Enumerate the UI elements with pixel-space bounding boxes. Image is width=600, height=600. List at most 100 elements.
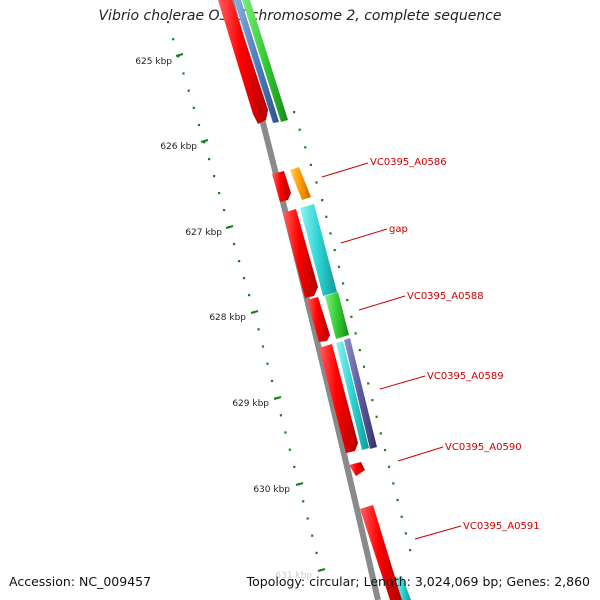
scale-dot [371, 399, 374, 402]
tick-label: 630 kbp [253, 485, 290, 495]
scale-dot [243, 277, 246, 280]
scale-dot [388, 465, 391, 468]
accession-label: Accession: NC_009457 [9, 574, 152, 589]
cds-feature [272, 171, 291, 202]
scale-dot [309, 163, 312, 166]
scale-dot [315, 551, 318, 554]
blue-feature-top [234, 0, 279, 123]
scale-dot [248, 294, 251, 297]
scale-dot [346, 299, 349, 302]
cyan-feature [395, 576, 411, 600]
scale-dot [329, 232, 332, 235]
scale-dot [218, 192, 221, 195]
scale-dots-outer [293, 111, 412, 552]
scale-dots [167, 21, 323, 572]
feature-label: VC0395_A0586 [370, 157, 447, 168]
tick-label: 631 kbp [275, 571, 312, 581]
scale-dot [197, 123, 201, 127]
scale-dot [404, 532, 407, 535]
scale-dot [238, 260, 241, 263]
label-leader-line [397, 446, 444, 462]
scale-dot [409, 549, 412, 552]
feature-label: gap [389, 224, 408, 235]
scale-dot [293, 465, 296, 468]
tick-mark [175, 53, 184, 57]
label-leader-line [358, 295, 406, 311]
scale-dot [367, 382, 370, 385]
scale-dot [223, 209, 226, 212]
orange-feature [290, 167, 311, 200]
cds-feature [283, 209, 318, 298]
scale-ticks [175, 53, 326, 572]
scale-dot [279, 414, 282, 417]
label-leader-line [414, 525, 462, 540]
scale-dot [350, 315, 353, 318]
scale-dot [270, 379, 274, 382]
scale-dot [306, 517, 309, 520]
scale-dot [213, 175, 216, 178]
scale-dot [396, 499, 399, 502]
scale-dot [337, 265, 340, 268]
tick-mark [273, 396, 282, 400]
tick-label: 625 kbp [135, 57, 172, 67]
scale-dot [177, 55, 180, 58]
scale-dot [325, 215, 328, 218]
cds-feature [319, 344, 358, 453]
scale-dot [342, 282, 345, 285]
cds-feature [360, 505, 402, 600]
green-feature-top [242, 0, 288, 122]
scale-dot [192, 106, 195, 109]
scale-dot [354, 332, 357, 335]
scale-dot [379, 432, 382, 435]
scale-dot [302, 500, 305, 503]
tick-label: 627 kbp [185, 228, 222, 238]
feature-label: VC0395_A0589 [427, 371, 504, 382]
scale-dot [172, 38, 175, 41]
scale-dot [293, 111, 296, 114]
scale-dot [187, 89, 190, 92]
tick-label: 629 kbp [232, 399, 269, 409]
scale-dot [400, 515, 403, 518]
cyan-feature [336, 341, 369, 450]
feature-label: VC0395_A0590 [445, 442, 522, 453]
scale-dot [358, 349, 361, 352]
cds-feature-top [218, 0, 268, 124]
tick-mark [317, 568, 326, 572]
scale-dot [392, 482, 395, 485]
scale-dot [298, 128, 301, 131]
map-title: Vibrio cholerae O395 chromosome 2, compl… [98, 8, 502, 24]
scale-dot [375, 415, 378, 418]
scale-dot [182, 72, 185, 75]
scale-dot [208, 158, 211, 161]
tick-mark [250, 310, 259, 314]
purple-feature [344, 338, 377, 449]
feature-label: VC0395_A0591 [463, 521, 540, 532]
scale-dot [266, 362, 269, 365]
scale-dot [288, 448, 291, 451]
cds-feature [307, 297, 330, 342]
tick-mark [200, 139, 209, 143]
cds-feature [349, 462, 365, 476]
scale-dot [257, 328, 260, 331]
green-feature [325, 292, 349, 339]
scale-dot [362, 365, 366, 368]
label-leader-line [340, 228, 388, 244]
scale-dot [311, 534, 314, 537]
label-leader-line [321, 162, 369, 178]
scale-dot [315, 181, 318, 184]
tick-label: 628 kbp [209, 313, 246, 323]
summary-label: Topology: circular; Length: 3,024,069 bp… [246, 574, 590, 589]
feature-label: VC0395_A0588 [407, 291, 484, 302]
label-leader-line [379, 375, 426, 390]
scale-dot [383, 449, 387, 452]
scale-dot [261, 345, 265, 348]
tick-mark [225, 225, 234, 229]
cyan-feature [300, 204, 337, 296]
tick-mark [295, 482, 304, 486]
scale-dot [284, 431, 287, 434]
tick-label: 626 kbp [160, 142, 197, 152]
scale-dot [167, 21, 170, 24]
scale-dot [304, 146, 307, 149]
scale-dot [321, 199, 324, 202]
